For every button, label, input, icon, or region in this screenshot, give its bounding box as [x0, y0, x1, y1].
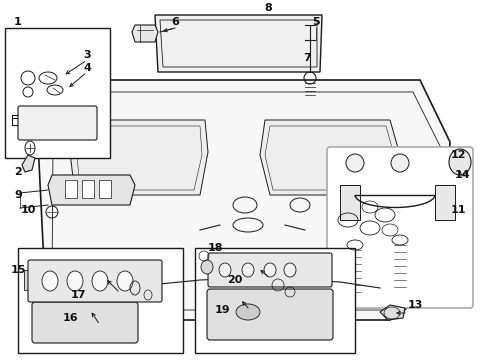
- Ellipse shape: [236, 304, 260, 320]
- Polygon shape: [155, 15, 321, 72]
- Text: 17: 17: [70, 290, 85, 300]
- FancyBboxPatch shape: [28, 260, 162, 302]
- FancyBboxPatch shape: [18, 106, 97, 140]
- Text: 3: 3: [83, 50, 91, 60]
- FancyBboxPatch shape: [206, 289, 332, 340]
- Ellipse shape: [42, 271, 58, 291]
- Polygon shape: [22, 155, 35, 172]
- Bar: [195, 248, 354, 353]
- Bar: [82, 180, 94, 198]
- Ellipse shape: [219, 263, 230, 277]
- Text: 10: 10: [20, 205, 36, 215]
- Polygon shape: [260, 120, 399, 195]
- Text: 2: 2: [14, 167, 22, 177]
- Polygon shape: [70, 120, 207, 195]
- Text: 6: 6: [171, 17, 179, 27]
- Ellipse shape: [346, 154, 363, 172]
- Ellipse shape: [201, 260, 213, 274]
- Text: 5: 5: [311, 17, 319, 27]
- Text: 1: 1: [14, 17, 22, 27]
- Text: 19: 19: [214, 305, 229, 315]
- Text: 8: 8: [264, 3, 271, 13]
- Ellipse shape: [67, 271, 83, 291]
- Ellipse shape: [242, 263, 253, 277]
- Polygon shape: [48, 175, 135, 205]
- Text: 18: 18: [207, 243, 223, 253]
- Text: 15: 15: [10, 265, 26, 275]
- Ellipse shape: [117, 271, 133, 291]
- Text: 4: 4: [83, 63, 91, 73]
- Bar: [24, 270, 32, 290]
- Bar: [434, 185, 454, 220]
- Text: 16: 16: [62, 313, 78, 323]
- Text: 11: 11: [449, 205, 465, 215]
- FancyBboxPatch shape: [326, 147, 472, 308]
- Bar: [339, 185, 359, 220]
- Text: 14: 14: [453, 170, 469, 180]
- Text: 9: 9: [14, 190, 22, 200]
- Bar: [5, 28, 110, 158]
- Ellipse shape: [448, 149, 470, 175]
- Ellipse shape: [264, 263, 275, 277]
- Polygon shape: [38, 80, 449, 320]
- Ellipse shape: [92, 271, 108, 291]
- Bar: [65, 180, 77, 198]
- Text: 7: 7: [303, 53, 310, 63]
- Polygon shape: [379, 305, 404, 320]
- Bar: [18, 248, 183, 353]
- Text: 12: 12: [449, 150, 465, 160]
- Ellipse shape: [284, 263, 295, 277]
- Ellipse shape: [390, 154, 408, 172]
- Text: 13: 13: [407, 300, 422, 310]
- FancyBboxPatch shape: [32, 302, 138, 343]
- FancyBboxPatch shape: [207, 253, 331, 287]
- Text: 20: 20: [227, 275, 242, 285]
- Polygon shape: [132, 25, 158, 42]
- Bar: [99, 180, 111, 198]
